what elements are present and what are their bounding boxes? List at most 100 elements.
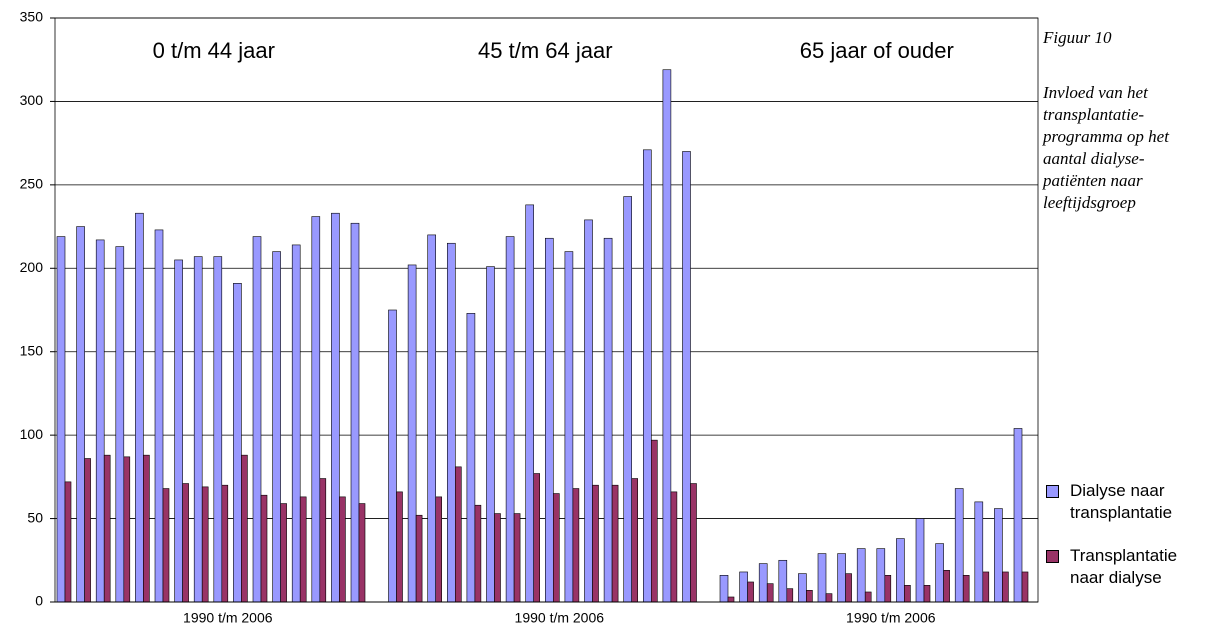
bar (299, 496, 307, 603)
bar (446, 242, 456, 603)
bar (486, 266, 495, 603)
caption: Invloed van het transplantatie-programma … (1043, 82, 1169, 214)
bar (339, 496, 346, 603)
bar (719, 575, 729, 603)
caption-line: aantal dialyse- (1043, 149, 1145, 168)
caption-line: Invloed van het (1043, 83, 1148, 102)
caption-line: patiënten naar (1043, 171, 1143, 190)
bar (358, 503, 366, 603)
bar (806, 590, 813, 603)
bar (670, 491, 678, 603)
bar (525, 204, 535, 603)
bar (611, 484, 619, 603)
bar (64, 481, 72, 603)
chart: 0 50 100 150 200 250 300 350 0 t/m 44 jaar 1990 t… (20, 9, 1039, 626)
bar (193, 256, 203, 603)
legend-label: Dialyse naar transplantatie (1070, 481, 1173, 522)
bar (817, 553, 827, 603)
bar (974, 501, 984, 603)
bar (494, 513, 501, 603)
group-title: 65 jaar of ouder (800, 38, 954, 63)
bar (291, 244, 301, 603)
legend-swatch (1046, 550, 1059, 563)
bar (864, 591, 872, 603)
bar (407, 264, 417, 603)
bar (56, 236, 66, 603)
bar (319, 478, 327, 603)
bar (241, 454, 248, 603)
group-title: 45 t/m 64 jaar (478, 38, 613, 63)
bar (505, 236, 515, 603)
bar (623, 196, 633, 603)
bar (564, 251, 574, 603)
bar (388, 309, 397, 603)
bar (690, 483, 697, 603)
y-tick-label: 100 (20, 426, 44, 442)
y-tick-label: 0 (35, 593, 43, 609)
bar (103, 454, 111, 603)
bar (739, 571, 748, 603)
bar (1002, 571, 1009, 603)
bar (727, 596, 735, 603)
bar (747, 581, 754, 603)
bar (544, 237, 554, 603)
bar (154, 229, 164, 603)
y-tick-label: 200 (20, 259, 44, 275)
bar (427, 234, 437, 603)
bar (233, 283, 242, 603)
bar (837, 553, 846, 603)
x-group-label: 1990 t/m 2006 (183, 610, 273, 626)
x-group-label: 1990 t/m 2006 (846, 610, 936, 626)
bar (213, 256, 223, 603)
bar (584, 219, 593, 603)
bar (884, 575, 892, 603)
bar (778, 559, 788, 603)
bar (662, 69, 672, 603)
bar (650, 439, 658, 603)
bar (415, 514, 423, 603)
bar (474, 504, 482, 603)
bar (135, 212, 144, 603)
bar (513, 513, 521, 603)
bar (603, 237, 613, 603)
bar (435, 496, 443, 603)
bar (311, 216, 321, 603)
bar (904, 585, 911, 603)
x-group-label: 1990 t/m 2006 (515, 610, 605, 626)
y-tick-label: 150 (20, 342, 44, 358)
bar (572, 488, 580, 603)
caption-line: transplantatie- (1043, 105, 1145, 124)
caption-title: Figuur 10 (1043, 28, 1112, 47)
bar (923, 585, 931, 603)
bar (466, 313, 476, 603)
y-tick-label: 250 (20, 176, 44, 192)
legend-swatch (1046, 485, 1059, 498)
bar (856, 548, 866, 603)
bar (201, 486, 209, 603)
bar (1013, 428, 1023, 603)
bar (798, 573, 807, 603)
bar (95, 239, 105, 603)
bar (280, 503, 287, 603)
bar (766, 583, 774, 603)
bar (331, 212, 340, 603)
bar (943, 569, 950, 603)
bar (162, 488, 170, 603)
group-title: 0 t/m 44 jaar (153, 38, 275, 63)
y-tick-label: 300 (20, 92, 44, 108)
bar (174, 259, 183, 603)
bar (454, 466, 462, 603)
bar (252, 236, 262, 603)
bar (143, 454, 150, 603)
bar (123, 456, 131, 603)
bar (272, 251, 281, 603)
bar (876, 548, 886, 603)
bar (182, 483, 189, 603)
caption-line: programma op het (1043, 127, 1169, 146)
bar (896, 538, 905, 603)
bar (682, 151, 691, 603)
bar (533, 473, 541, 603)
bar (115, 246, 125, 603)
bar (994, 508, 1003, 603)
